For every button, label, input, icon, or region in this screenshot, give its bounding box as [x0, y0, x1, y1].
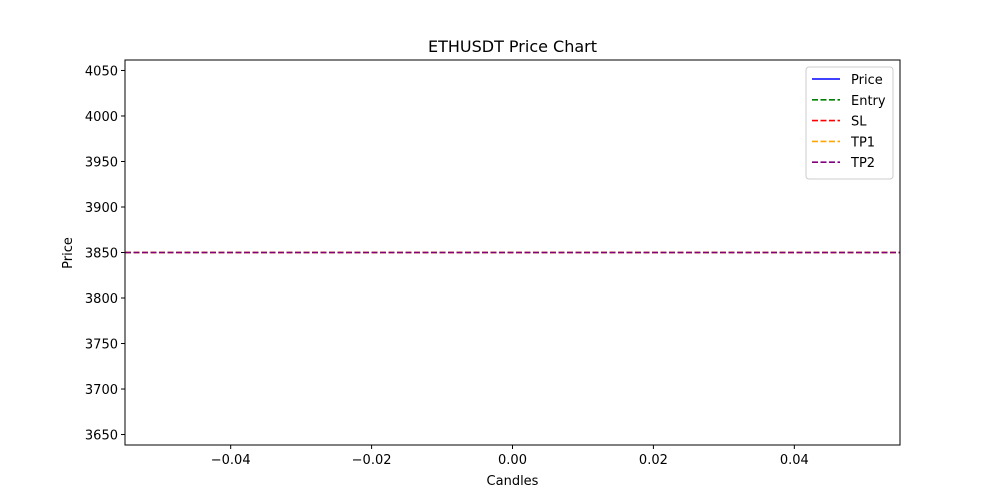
y-tick-label: 3750 — [85, 338, 118, 353]
y-tick-label: 3800 — [85, 292, 118, 307]
legend-label-tp2: TP2 — [850, 156, 875, 171]
x-tick-label: 0.02 — [639, 453, 668, 468]
y-tick-label: 3950 — [85, 155, 118, 170]
x-tick-label: −0.02 — [352, 453, 392, 468]
y-tick-label: 4000 — [85, 110, 118, 125]
legend: Price Entry SL TP1 TP2 — [805, 66, 894, 180]
y-tick-label: 4050 — [85, 64, 118, 79]
y-axis-label: Price — [61, 237, 76, 269]
x-tick-label: −0.04 — [211, 453, 251, 468]
y-tick-label: 3700 — [85, 383, 118, 398]
x-axis-ticks: −0.04 −0.02 0.00 0.02 0.04 — [211, 445, 809, 468]
x-axis-label: Candles — [487, 474, 539, 489]
legend-label-sl: SL — [851, 115, 867, 130]
x-tick-label: 0.00 — [498, 453, 527, 468]
chart-title: ETHUSDT Price Chart — [428, 37, 597, 56]
legend-label-entry: Entry — [851, 94, 886, 109]
x-tick-label: 0.04 — [780, 453, 809, 468]
legend-box — [805, 66, 894, 180]
y-tick-label: 3850 — [85, 247, 118, 262]
y-tick-label: 3900 — [85, 201, 118, 216]
legend-label-price: Price — [851, 73, 883, 88]
legend-label-tp1: TP1 — [850, 135, 875, 150]
y-tick-label: 3650 — [85, 429, 118, 444]
y-axis-ticks: 3650 3700 3750 3800 3850 3900 3950 4000 4050 — [85, 64, 125, 444]
